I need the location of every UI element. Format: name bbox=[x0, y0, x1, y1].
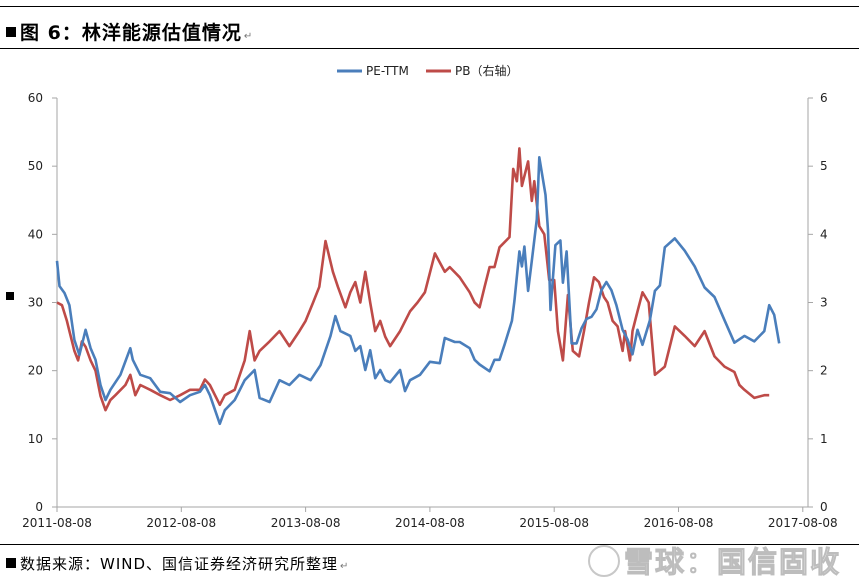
x-tick-label: 2017-08-08 bbox=[768, 516, 838, 530]
x-tick-label: 2015-08-08 bbox=[519, 516, 589, 530]
watermark: 雪球：国信固收 bbox=[588, 539, 841, 581]
side-bullet-icon bbox=[6, 292, 14, 300]
xueqiu-logo-icon bbox=[588, 545, 620, 577]
right-tick-label: 6 bbox=[820, 91, 828, 105]
title-rule bbox=[0, 48, 859, 49]
left-tick-label: 10 bbox=[28, 432, 43, 446]
pe-ttm-series-line bbox=[55, 156, 781, 426]
x-tick-label: 2012-08-08 bbox=[146, 516, 216, 530]
top-rule bbox=[0, 6, 859, 7]
left-tick-label: 60 bbox=[28, 91, 43, 105]
right-tick-label: 5 bbox=[820, 159, 828, 173]
source-note: 数据来源：WIND、国信证券经济研究所整理 ↵ bbox=[6, 553, 349, 574]
x-tick-label: 2011-08-08 bbox=[22, 516, 92, 530]
left-y-ticks: 0 10 20 30 40 50 60 bbox=[28, 91, 57, 514]
legend-pb-label: PB（右轴） bbox=[455, 63, 518, 78]
paragraph-mark-icon: ↵ bbox=[340, 561, 350, 572]
x-tick-label: 2014-08-08 bbox=[395, 516, 465, 530]
right-tick-label: 3 bbox=[820, 296, 828, 310]
paragraph-mark-icon: ↵ bbox=[243, 31, 254, 42]
bullet-square-icon bbox=[6, 557, 16, 568]
legend-pe-label: PE-TTM bbox=[366, 64, 409, 78]
left-tick-label: 30 bbox=[28, 296, 43, 310]
right-tick-label: 4 bbox=[820, 227, 828, 241]
chart-axes bbox=[56, 98, 809, 508]
bullet-square-icon bbox=[6, 26, 16, 37]
left-tick-label: 50 bbox=[28, 159, 43, 173]
x-tick-label: 2016-08-08 bbox=[644, 516, 714, 530]
left-tick-label: 20 bbox=[28, 364, 43, 378]
pb-series-line bbox=[56, 147, 770, 412]
figure-title-text: 图 6：林洋能源估值情况 bbox=[20, 22, 242, 44]
left-tick-label: 0 bbox=[35, 500, 43, 514]
footer-rule bbox=[0, 544, 859, 545]
valuation-line-chart: PE-TTM PB（右轴） 0 10 20 30 40 50 60 0 1 2 3 4 5 6 2011… bbox=[22, 63, 838, 530]
figure-title: 图 6：林洋能源估值情况 ↵ bbox=[6, 18, 253, 45]
left-tick-label: 40 bbox=[28, 227, 43, 241]
right-tick-label: 2 bbox=[820, 364, 828, 378]
chart-legend: PE-TTM PB（右轴） bbox=[337, 63, 518, 78]
right-tick-label: 1 bbox=[820, 432, 828, 446]
right-tick-label: 0 bbox=[820, 500, 828, 514]
watermark-text: 雪球：国信固收 bbox=[623, 545, 842, 580]
x-ticks: 2011-08-08 2012-08-08 2013-08-08 2014-08-08… bbox=[22, 507, 838, 530]
right-y-ticks: 0 1 2 3 4 5 6 bbox=[808, 91, 828, 514]
source-text: 数据来源：WIND、国信证券经济研究所整理 bbox=[20, 555, 339, 573]
x-tick-label: 2013-08-08 bbox=[271, 516, 341, 530]
